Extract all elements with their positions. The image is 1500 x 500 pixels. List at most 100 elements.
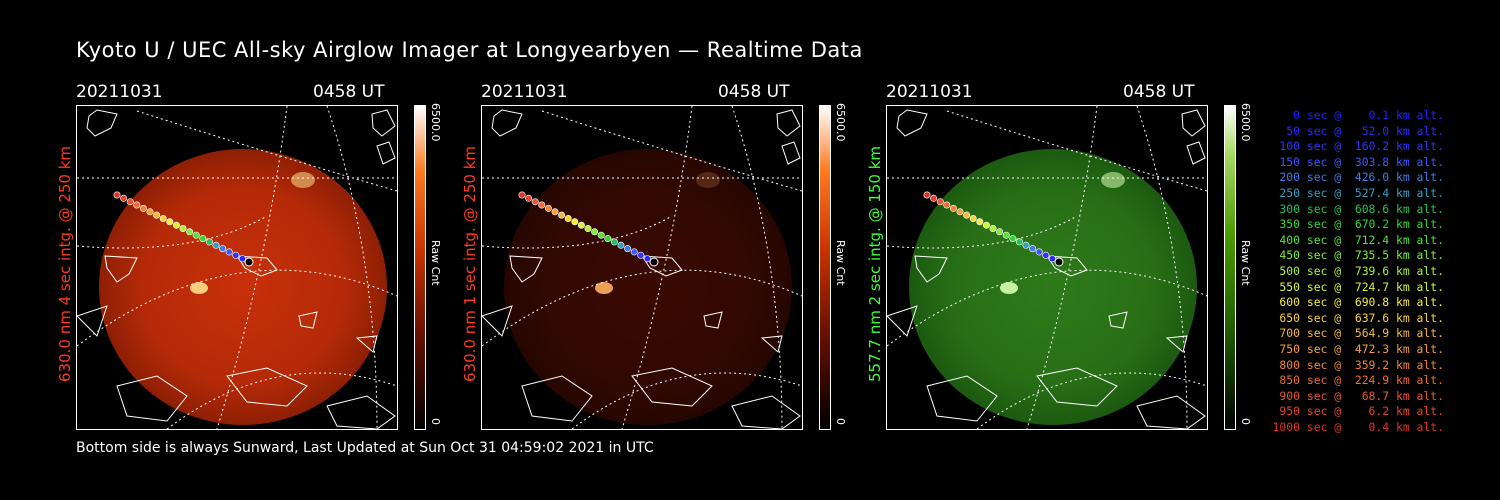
panel-3-allsky-image bbox=[886, 105, 1208, 430]
trajectory-point bbox=[564, 215, 572, 223]
trajectory-point bbox=[923, 191, 931, 199]
aurora-spot bbox=[1000, 282, 1018, 294]
legend-row: 650 sec @ 637.6 km alt. bbox=[1272, 310, 1444, 325]
trajectory-point bbox=[146, 208, 154, 216]
sky-disk bbox=[504, 149, 792, 425]
legend-row: 950 sec @ 6.2 km alt. bbox=[1272, 404, 1444, 419]
trajectory-point bbox=[199, 235, 207, 243]
aurora-spot bbox=[696, 172, 720, 188]
trajectory-point bbox=[166, 218, 174, 226]
trajectory-point bbox=[1042, 251, 1050, 259]
observatory-marker bbox=[649, 257, 659, 267]
trajectory-point bbox=[113, 191, 121, 199]
trajectory-point bbox=[232, 251, 240, 259]
legend-row: 50 sec @ 52.0 km alt. bbox=[1272, 123, 1444, 138]
grid-line bbox=[216, 106, 288, 429]
panel-1-colorbar-max: 6500.0 bbox=[429, 103, 442, 142]
panel-3-colorbar-max: 6500.0 bbox=[1239, 103, 1252, 142]
trajectory-point bbox=[544, 204, 552, 212]
panel-2-allsky-image bbox=[481, 105, 803, 430]
trajectory-point bbox=[192, 231, 200, 239]
coastline bbox=[1108, 311, 1128, 329]
coastline bbox=[355, 335, 378, 353]
coastline bbox=[1181, 109, 1206, 137]
panel-3-colorbar-unit: Raw Cnt bbox=[1239, 240, 1252, 286]
panel-2-date: 20211031 bbox=[481, 82, 568, 102]
panel-2-colorbar-min: 0 bbox=[834, 418, 847, 425]
panel-2-colorbar-max: 6500.0 bbox=[834, 103, 847, 142]
coastline bbox=[116, 375, 188, 422]
trajectory-point bbox=[1009, 235, 1017, 243]
trajectory-point bbox=[630, 248, 638, 256]
grid-line bbox=[1026, 106, 1098, 429]
legend-row: 550 sec @ 724.7 km alt. bbox=[1272, 279, 1444, 294]
panel-3-colorbar bbox=[1224, 105, 1236, 430]
panel-3-colorbar-min: 0 bbox=[1239, 418, 1252, 425]
trajectory-point bbox=[591, 228, 599, 236]
panel-1-colorbar-unit: Raw Cnt bbox=[429, 240, 442, 286]
legend-row: 900 sec @ 68.7 km alt. bbox=[1272, 388, 1444, 403]
grid-line bbox=[976, 372, 1207, 429]
legend-row: 400 sec @ 712.4 km alt. bbox=[1272, 232, 1444, 247]
legend-row: 200 sec @ 426.0 km alt. bbox=[1272, 170, 1444, 185]
trajectory-point bbox=[610, 238, 618, 246]
panel-1-colorbar bbox=[414, 105, 426, 430]
trajectory-point bbox=[936, 198, 944, 206]
coastline bbox=[491, 109, 523, 137]
coastline bbox=[521, 375, 593, 422]
legend-row: 350 sec @ 670.2 km alt. bbox=[1272, 217, 1444, 232]
grid-line bbox=[1136, 106, 1188, 429]
coastline bbox=[703, 311, 723, 329]
trajectory-point bbox=[976, 218, 984, 226]
aurora-spot bbox=[1101, 172, 1125, 188]
legend-row: 1000 sec @ 0.4 km alt. bbox=[1272, 419, 1444, 434]
coastline bbox=[631, 367, 713, 407]
coastline bbox=[926, 375, 998, 422]
grid-line bbox=[77, 215, 268, 249]
trajectory-point bbox=[637, 251, 645, 259]
sky-disk bbox=[99, 149, 387, 425]
trajectory-point bbox=[179, 225, 187, 233]
trajectory-point bbox=[982, 221, 990, 229]
coastline bbox=[1186, 141, 1206, 165]
coastline bbox=[482, 305, 513, 337]
coastline bbox=[226, 367, 308, 407]
trajectory-point bbox=[153, 211, 161, 219]
legend-row: 850 sec @ 224.9 km alt. bbox=[1272, 373, 1444, 388]
coastline bbox=[86, 109, 118, 137]
panel-1-colorbar-min: 0 bbox=[429, 418, 442, 425]
panel-2-colorbar bbox=[819, 105, 831, 430]
trajectory-point bbox=[518, 191, 526, 199]
grid-line bbox=[482, 269, 802, 347]
grid-line bbox=[77, 269, 397, 347]
grid-line bbox=[541, 110, 802, 192]
trajectory-point bbox=[643, 255, 651, 263]
grid-line bbox=[136, 110, 397, 192]
trajectory-point bbox=[930, 194, 938, 202]
grid-line bbox=[571, 372, 802, 429]
legend-row: 600 sec @ 690.8 km alt. bbox=[1272, 295, 1444, 310]
grid-line bbox=[887, 269, 1207, 347]
trajectory-point bbox=[219, 245, 227, 253]
coastline bbox=[509, 255, 543, 283]
trajectory-point bbox=[1022, 241, 1030, 249]
aurora-spot bbox=[190, 282, 208, 294]
trajectory-point bbox=[577, 221, 585, 229]
legend-row: 100 sec @ 160.2 km alt. bbox=[1272, 139, 1444, 154]
coastline bbox=[1046, 255, 1088, 277]
trajectory-point bbox=[624, 245, 632, 253]
panel-1-date: 20211031 bbox=[76, 82, 163, 102]
trajectory-point bbox=[956, 208, 964, 216]
trajectory-point bbox=[133, 201, 141, 209]
coastline bbox=[776, 109, 801, 137]
trajectory-point bbox=[212, 241, 220, 249]
legend-row: 750 sec @ 472.3 km alt. bbox=[1272, 341, 1444, 356]
coastline bbox=[1165, 335, 1188, 353]
panel-3-time: 0458 UT bbox=[1123, 82, 1195, 102]
panel-1-allsky-image bbox=[76, 105, 398, 430]
grid-line bbox=[621, 106, 693, 429]
trajectory-point bbox=[1035, 248, 1043, 256]
coastline bbox=[298, 311, 318, 329]
trajectory-legend: 0 sec @ 0.1 km alt. 50 sec @ 52.0 km alt… bbox=[1262, 108, 1444, 435]
legend-row: 450 sec @ 735.5 km alt. bbox=[1272, 248, 1444, 263]
